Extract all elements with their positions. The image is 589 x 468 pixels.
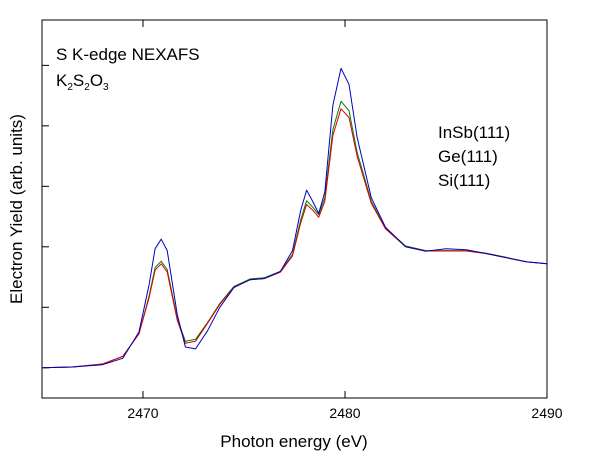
- subtitle-sub-1: 2: [67, 82, 73, 93]
- subtitle-sub-3: 3: [103, 82, 109, 93]
- legend-entry-ge: Ge(111): [438, 147, 498, 166]
- y-axis-label: Electron Yield (arb. units): [7, 114, 26, 304]
- series-line-si-111: [41, 67, 548, 369]
- chart-subtitle: K2S2O3: [56, 71, 109, 93]
- subtitle-k: K: [56, 71, 68, 90]
- subtitle-sub-2: 2: [84, 82, 90, 93]
- plot-frame: [41, 19, 548, 399]
- x-tick-label: 2480: [329, 405, 360, 421]
- series-layer: [41, 67, 548, 369]
- legend-entry-si: Si(111): [438, 171, 490, 190]
- y-axis-ticks: [42, 64, 49, 369]
- subtitle-s: S: [73, 71, 84, 90]
- x-tick-label: 2490: [531, 405, 562, 421]
- legend-entry-insb: InSb(111): [438, 123, 510, 142]
- x-tick-label: 2470: [127, 405, 158, 421]
- subtitle-o: O: [90, 71, 103, 90]
- x-axis-ticks: 2470 2480 2490: [127, 20, 563, 421]
- chart-title: S K-edge NEXAFS: [56, 45, 200, 64]
- legend: InSb(111) Ge(111) Si(111): [438, 123, 510, 190]
- x-axis-label: Photon energy (eV): [220, 432, 367, 451]
